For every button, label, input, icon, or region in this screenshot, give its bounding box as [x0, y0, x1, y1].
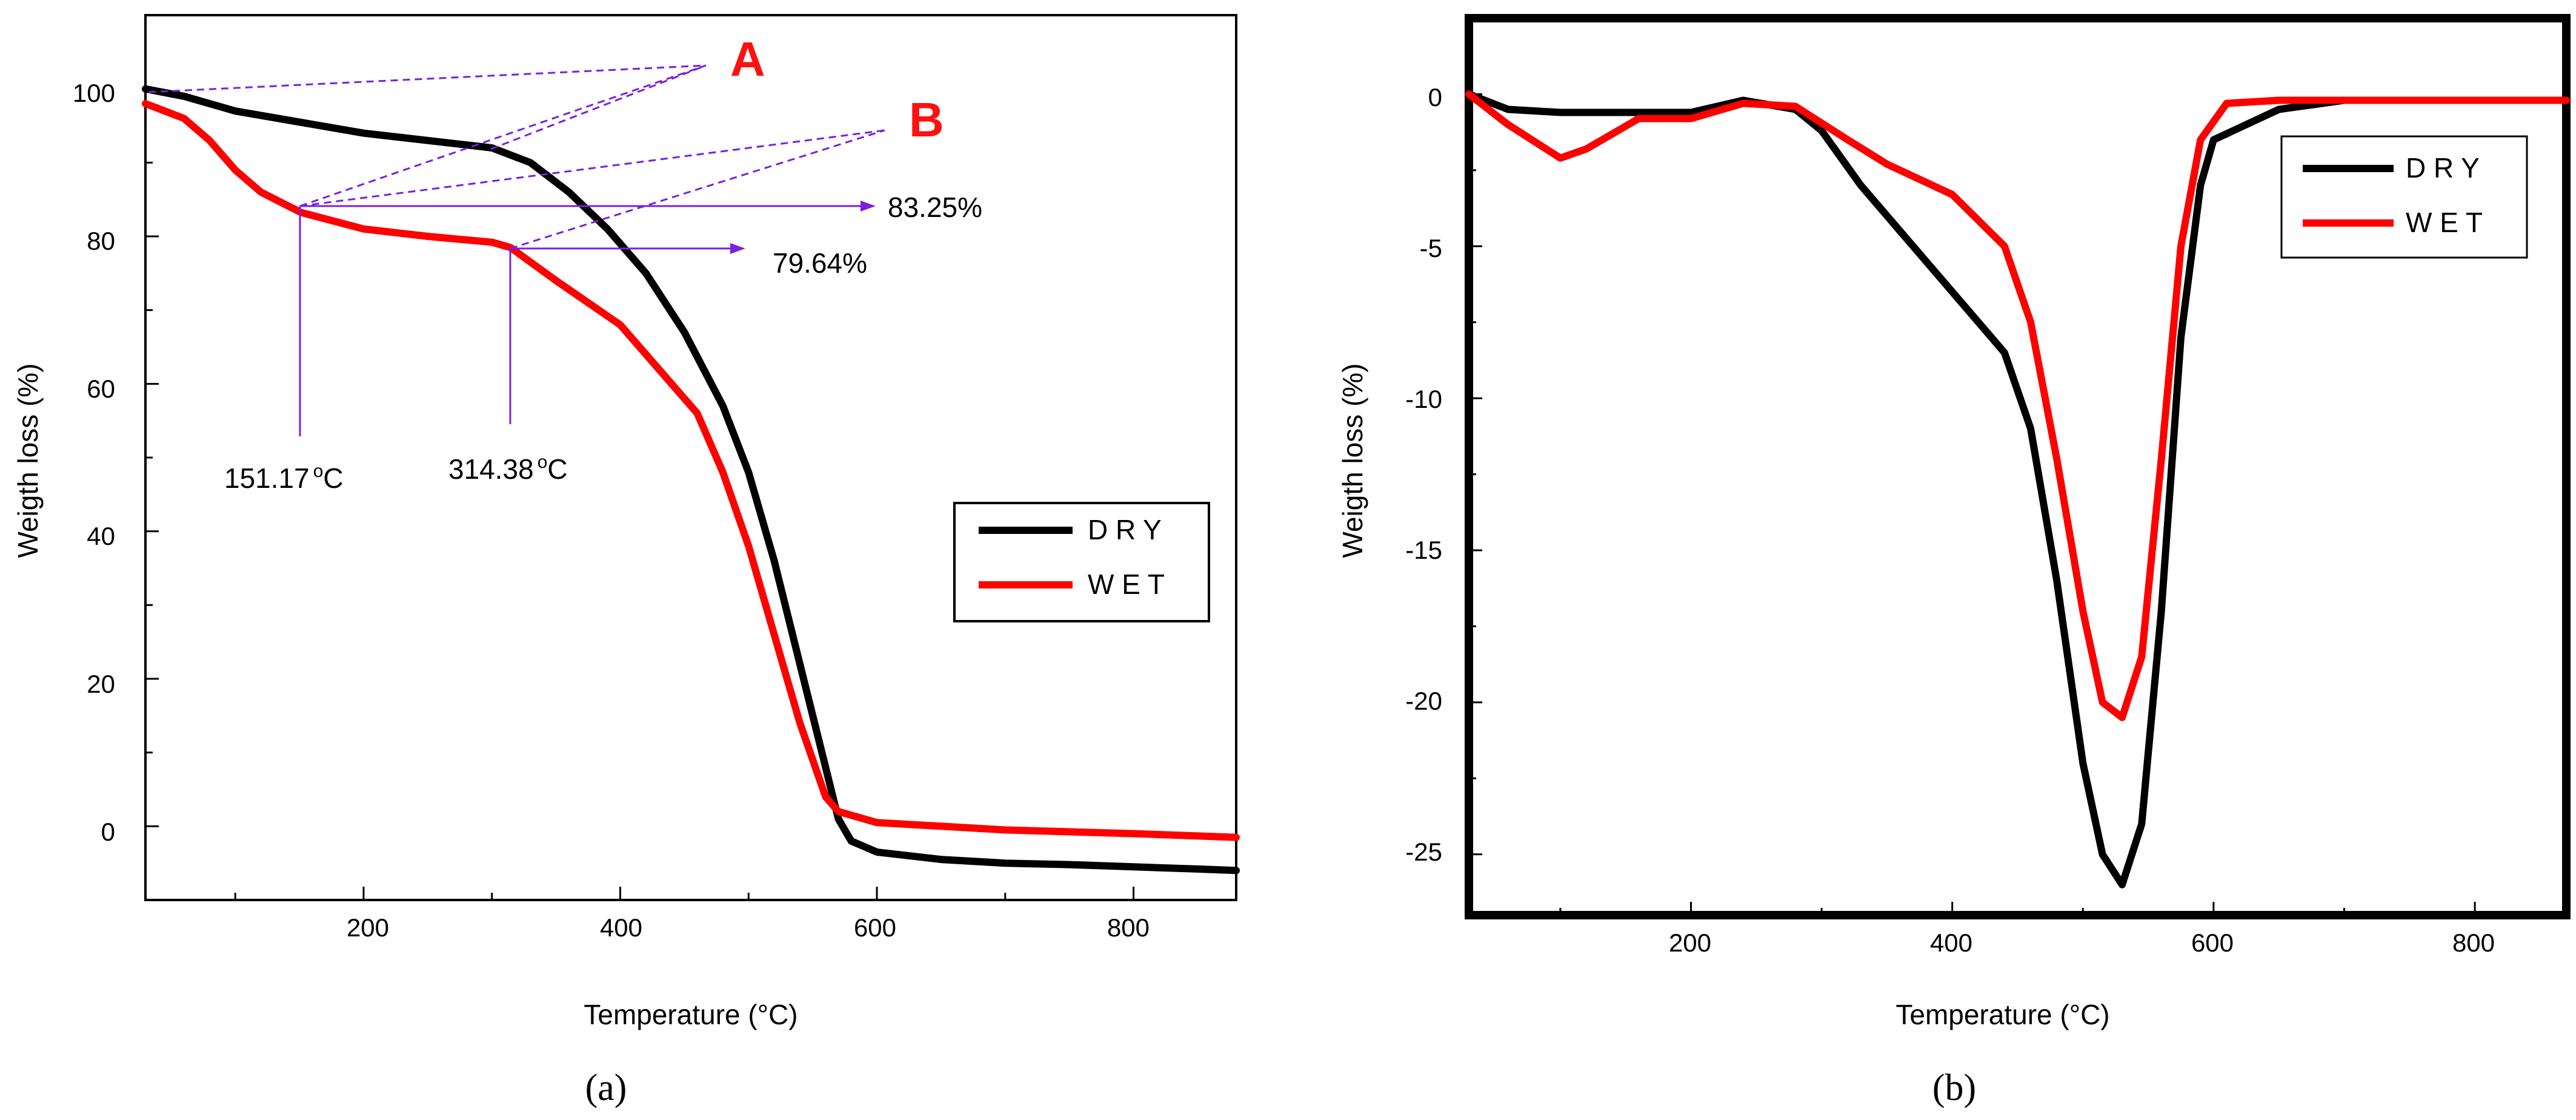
- panel-a-x-axis-title: Temperature (°C): [584, 999, 797, 1030]
- panel-a-ytick-label: 0: [101, 818, 115, 846]
- panel-a-temp-label-314: 314.38 oC: [448, 452, 568, 485]
- panel-b: 0 -5 -10 -15 -20 -25 200 400 600 800 Tem…: [1337, 14, 2571, 1108]
- panel-a-series-wet-line: [142, 100, 1240, 841]
- panel-a-xtick-label: 800: [1107, 913, 1150, 942]
- panel-a-leader-a-dry-mid: [490, 64, 707, 150]
- panel-a-ytick-label: 60: [87, 375, 115, 403]
- panel-a-xtick-label: 400: [600, 913, 642, 942]
- panel-b-ytick-label: -10: [1405, 385, 1442, 413]
- panel-b-ytick-label: 0: [1428, 83, 1442, 112]
- panel-b-xtick-label: 200: [1669, 928, 1711, 957]
- panel-b-ytick-label: -5: [1420, 234, 1442, 262]
- panel-a-temp-label-151: 151.17 oC: [224, 461, 344, 494]
- panel-b-series-wet-line: [1465, 90, 2570, 721]
- panel-b-ytick-label: -25: [1405, 838, 1442, 866]
- panel-b-legend-label-dry: D R Y: [2406, 152, 2480, 184]
- panel-b-legend-label-wet: W E T: [2406, 207, 2483, 238]
- panel-a-ytick-label: 40: [87, 522, 115, 550]
- panel-a-leader-b-wet-2: [510, 129, 885, 250]
- panel-a-legend-label-wet: W E T: [1088, 568, 1165, 600]
- panel-a-temp-value-151: 151.17: [224, 462, 310, 494]
- panel-b-series-dry-line: [1465, 90, 2570, 888]
- panel-a-temp-degree-151: o: [313, 461, 324, 481]
- panel-a-series-group: [142, 85, 1240, 875]
- panel-a-temp-c-314: C: [547, 453, 567, 485]
- panel-b-xtick-label: 400: [1930, 928, 1972, 957]
- panel-a-leader-a-wet: [299, 64, 707, 207]
- panel-a-arrowhead-8325: [860, 201, 876, 212]
- panel-a-leader-a-dry: [148, 64, 707, 93]
- panel-a-y-axis-title: Weigth loss (%): [12, 363, 44, 558]
- panel-a: 100 80 60 40 20 0 200 400 600 800 Temper…: [12, 14, 1240, 1108]
- panel-a-sublabel: (a): [585, 1067, 627, 1108]
- panel-a-ticks: [145, 14, 1135, 901]
- panel-a-frame: [144, 14, 1237, 901]
- panel-a-pct-label-7964: 79.64%: [773, 247, 867, 279]
- panel-a-legend-label-dry: D R Y: [1088, 514, 1162, 545]
- panel-b-series-group: [1465, 90, 2570, 888]
- panel-a-label-a: A: [730, 32, 765, 86]
- panel-a-annotation-lines: [148, 64, 885, 436]
- panel-a-legend: D R Y W E T: [953, 502, 1210, 622]
- panel-b-ytick-label: -20: [1405, 687, 1442, 715]
- panel-b-y-axis-title: Weigth loss (%): [1337, 363, 1368, 558]
- panel-a-leader-b-wet: [299, 129, 885, 207]
- panel-a-ytick-label: 80: [87, 227, 115, 255]
- panel-b-ytick-label: -15: [1405, 536, 1442, 564]
- panel-b-legend-box: [2280, 135, 2528, 259]
- panel-b-xtick-label: 800: [2452, 928, 2495, 957]
- panel-a-legend-box: [953, 502, 1210, 622]
- panel-a-xtick-label: 600: [854, 913, 896, 942]
- panel-b-x-axis-title: Temperature (°C): [1895, 999, 2109, 1030]
- panel-a-ytick-label: 100: [73, 79, 115, 107]
- panel-a-xtick-label: 200: [347, 913, 389, 942]
- panel-a-series-dry-line: [142, 85, 1240, 875]
- panel-b-sublabel: (b): [1932, 1067, 1976, 1108]
- panel-b-xtick-label: 600: [2191, 928, 2234, 957]
- panel-a-temp-c-151: C: [323, 462, 343, 494]
- panel-a-ytick-label: 20: [87, 670, 115, 698]
- panel-a-arrowhead-7964: [730, 243, 745, 254]
- panel-a-temp-value-314: 314.38: [448, 453, 534, 485]
- panel-a-label-b: B: [909, 93, 944, 147]
- panel-a-pct-label-8325: 83.25%: [888, 192, 982, 223]
- panel-b-legend: D R Y W E T: [2280, 135, 2528, 259]
- panel-a-temp-degree-314: o: [537, 452, 548, 472]
